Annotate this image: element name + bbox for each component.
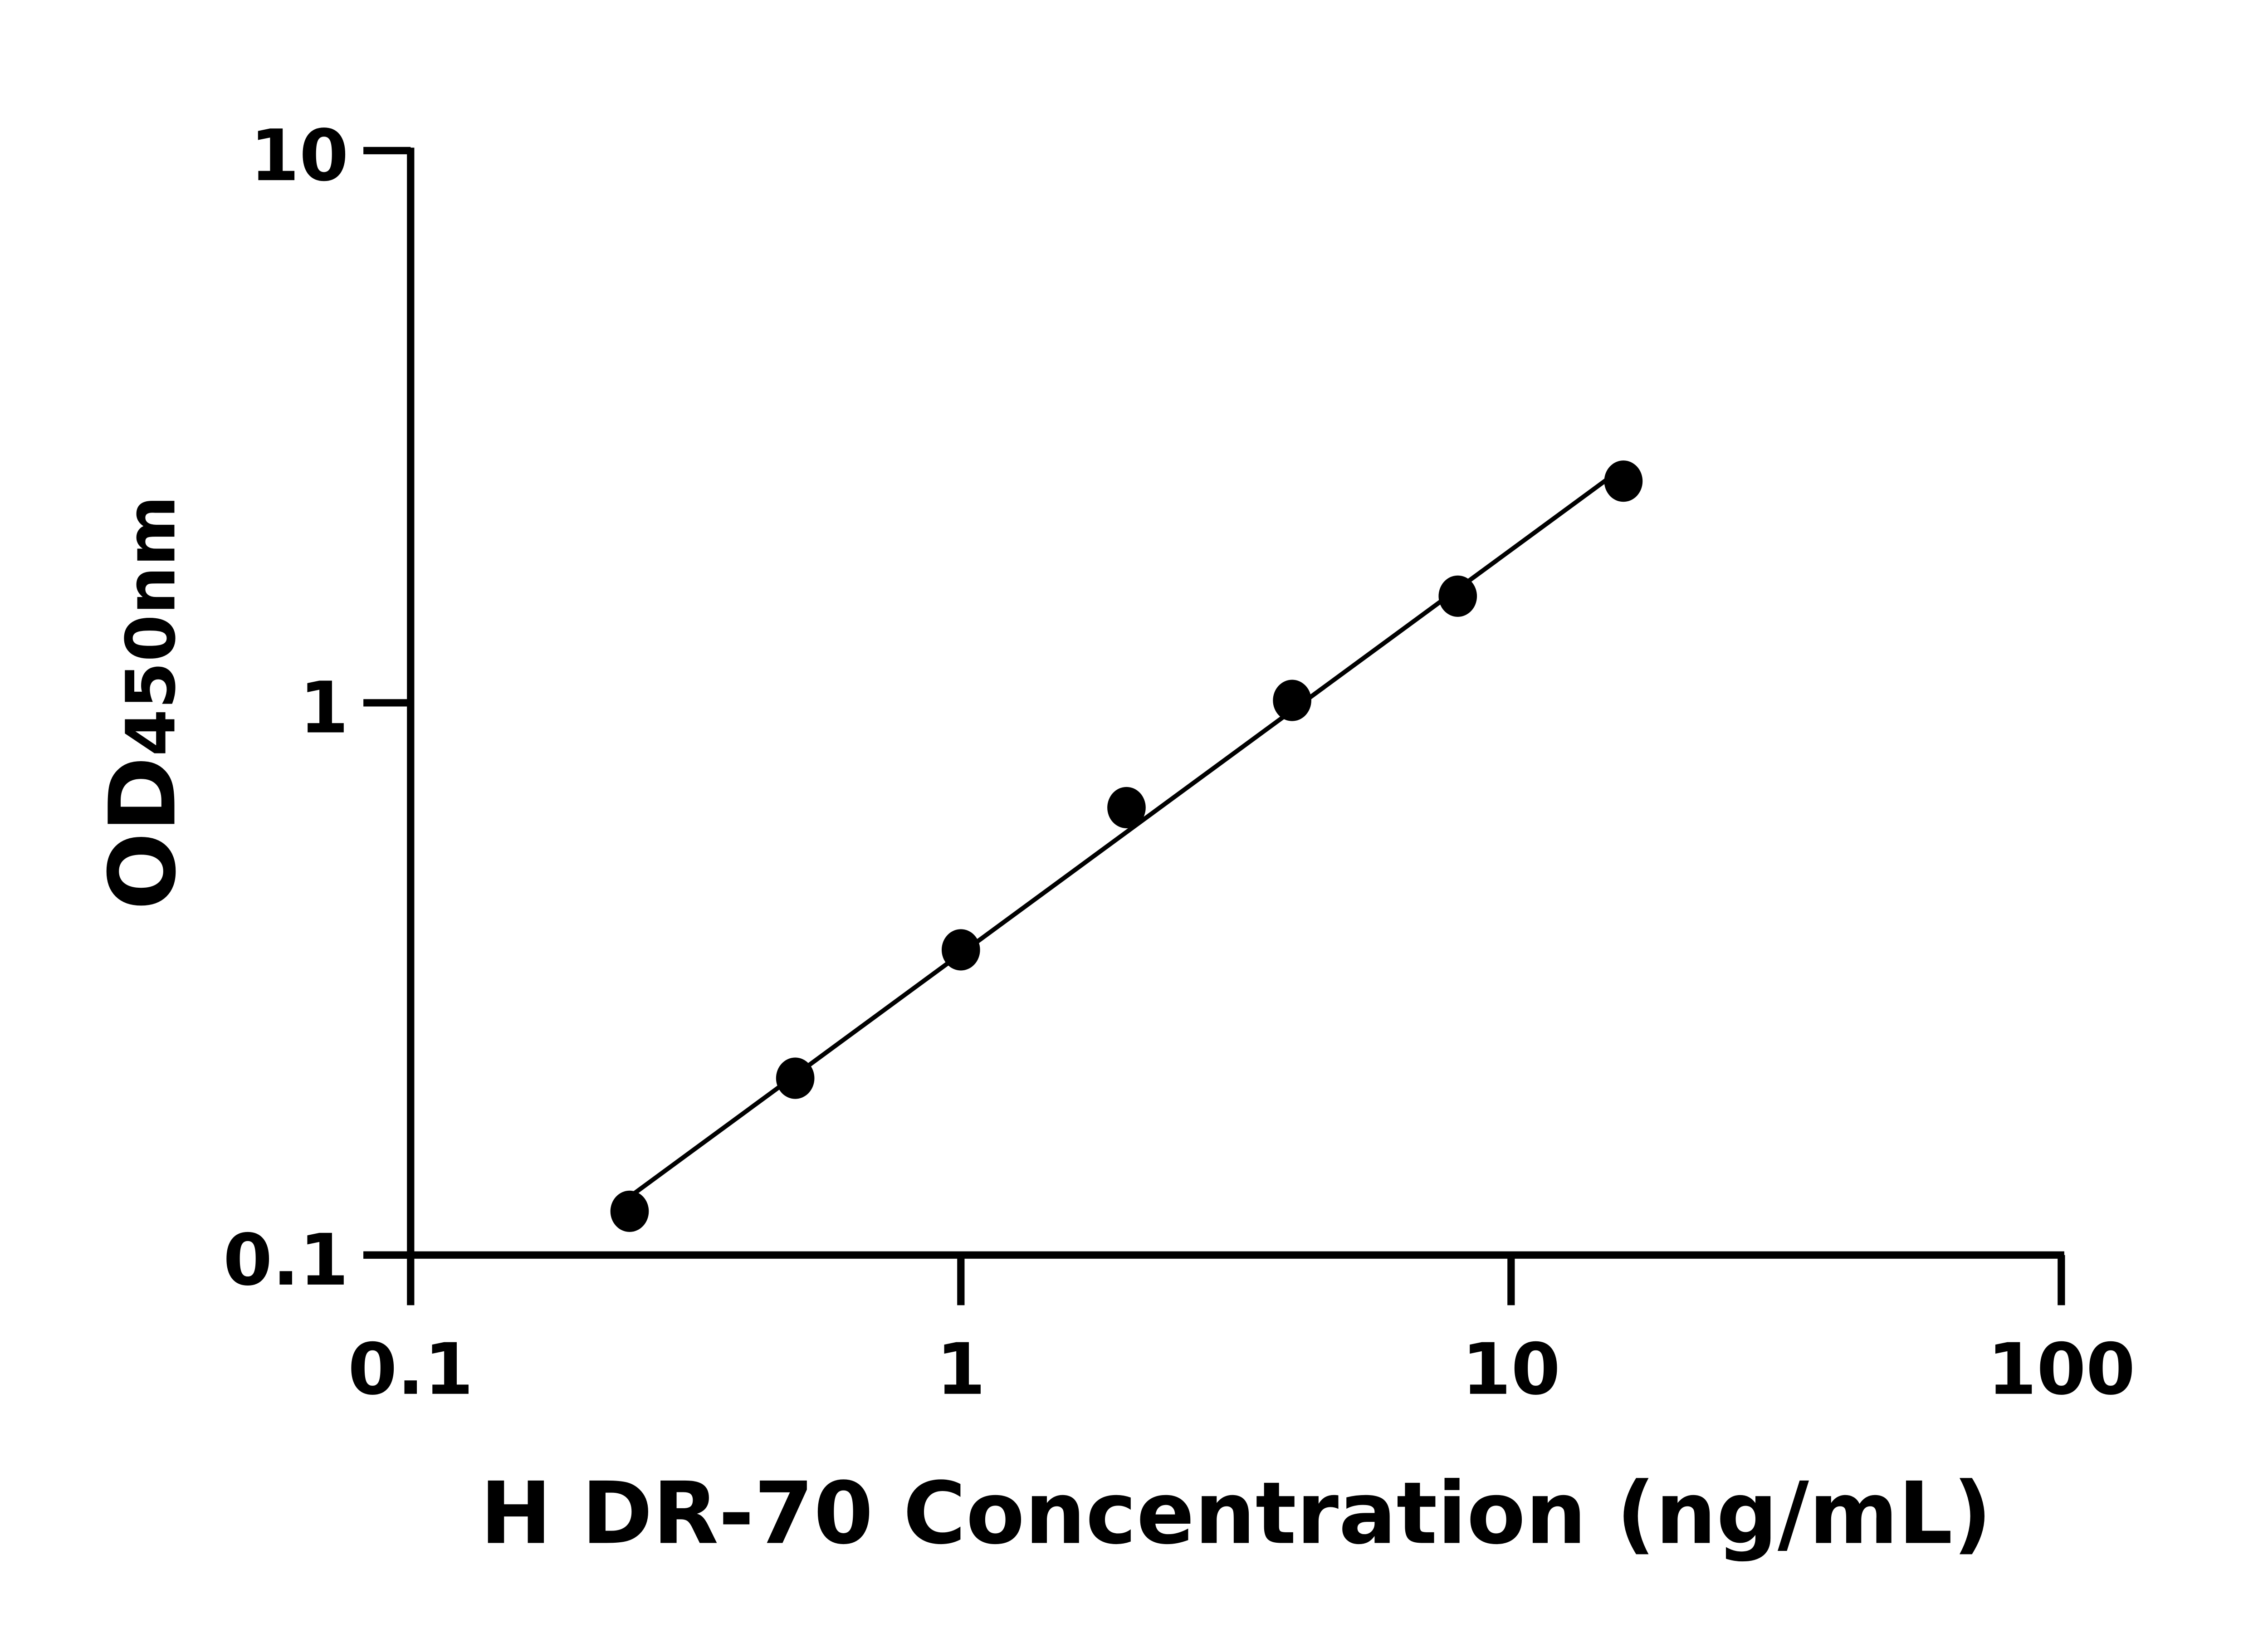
data-point <box>1604 460 1643 502</box>
x-tick-label: 10 <box>1462 1328 1560 1411</box>
data-point <box>610 1190 649 1232</box>
x-tick-label: 0.1 <box>348 1328 474 1411</box>
x-axis-label: H DR-70 Concentration (ng/mL) <box>480 1463 1992 1563</box>
y-tick-label: 0.1 <box>223 1219 349 1301</box>
data-point <box>941 929 980 971</box>
y-axis-label-main: OD <box>89 756 196 910</box>
data-point <box>1438 575 1477 617</box>
data-point <box>776 1057 815 1099</box>
y-axis-label-sub: 450nm <box>112 495 191 756</box>
x-tick-label: 1 <box>936 1328 986 1411</box>
x-tick-label: 100 <box>1987 1328 2135 1411</box>
data-point <box>1107 787 1146 828</box>
axes <box>363 147 2064 1259</box>
data-point <box>1273 680 1311 721</box>
y-axis-label: OD450nm <box>89 495 196 910</box>
y-tick-label: 1 <box>299 666 349 749</box>
y-tick-label: 10 <box>250 114 348 197</box>
